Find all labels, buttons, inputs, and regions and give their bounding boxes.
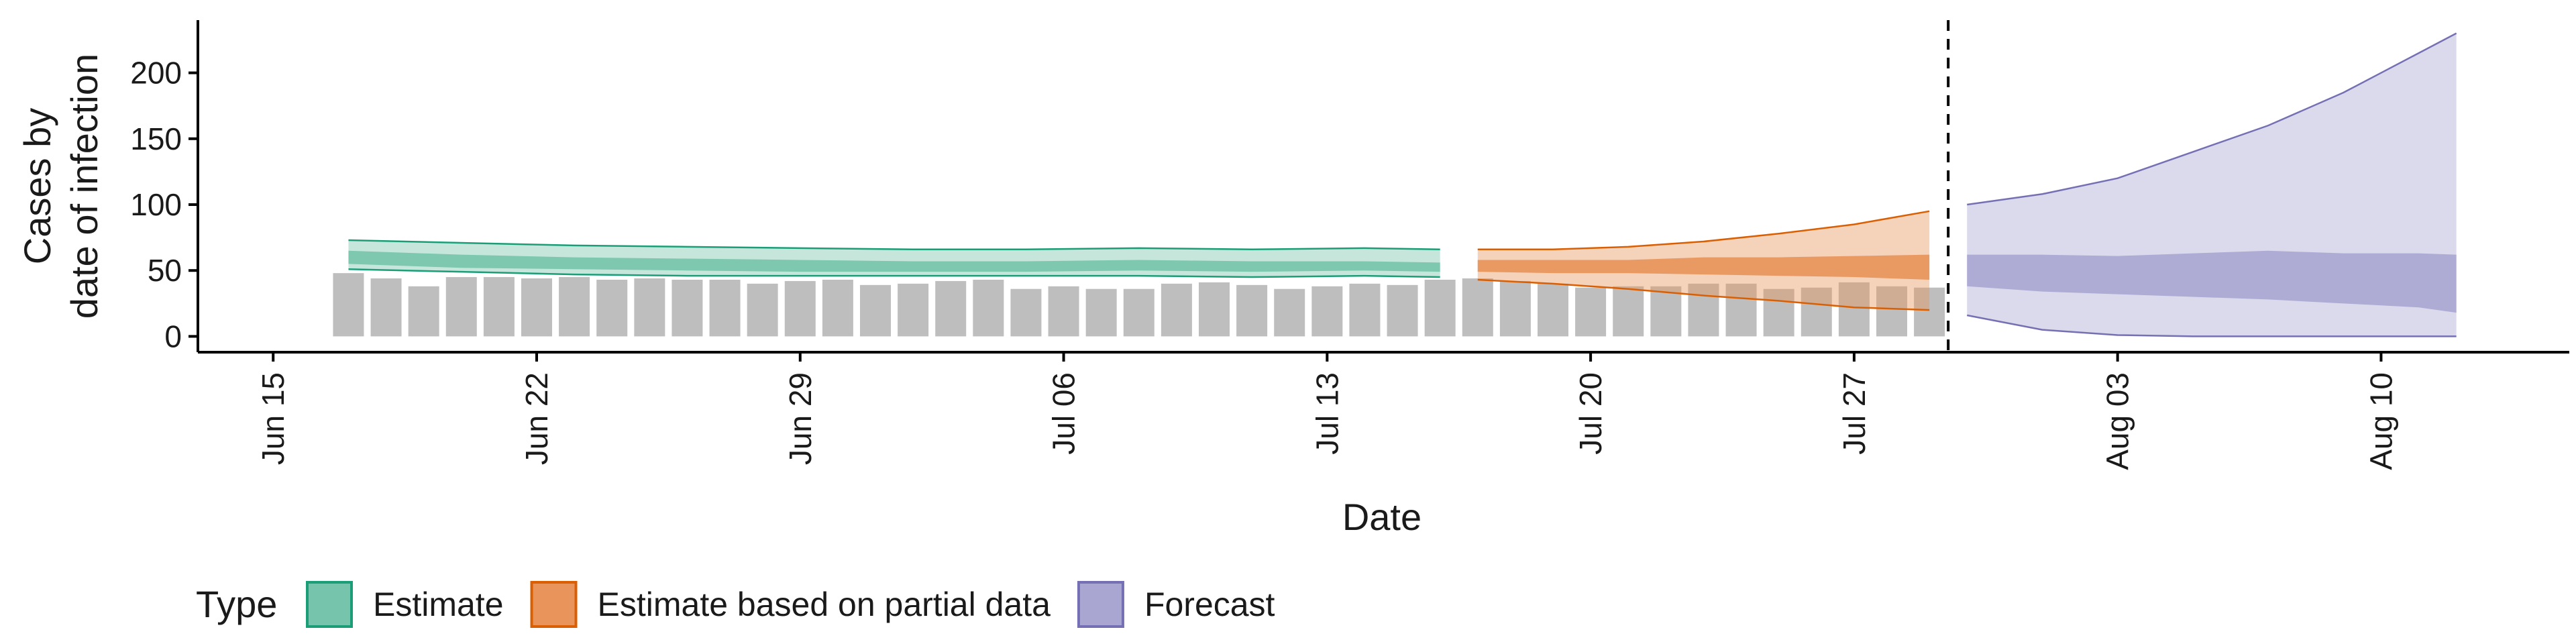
y-axis-title-line-2: date of infection — [63, 54, 105, 319]
x-tick-label: Jun 22 — [519, 372, 554, 465]
estimate-inner-band — [348, 250, 1440, 272]
bar — [634, 278, 665, 337]
bar — [1462, 278, 1493, 337]
legend-label-estimate: Estimate — [373, 586, 504, 623]
bar — [408, 286, 439, 337]
estimate-based-on-partial-data-inner-band — [1477, 254, 1930, 280]
bar — [1387, 284, 1418, 337]
legend-key-estimate — [306, 581, 353, 628]
bar — [973, 279, 1004, 337]
x-tick-label: Jul 27 — [1837, 372, 1872, 455]
bar — [898, 283, 929, 337]
x-tick-label: Jul 06 — [1046, 372, 1081, 455]
plot-area — [333, 20, 2457, 352]
bar — [1349, 283, 1381, 337]
bar — [1236, 284, 1268, 337]
estimate-based-on-partial-data-lower-edge — [1477, 278, 1930, 311]
bar — [859, 284, 892, 337]
legend-key-forecast — [1077, 581, 1124, 628]
y-tick-label: 200 — [130, 56, 182, 91]
x-axis-title: Date — [1342, 496, 1421, 538]
legend: Type Estimate Estimate based on partial d… — [196, 581, 1275, 628]
legend-label-forecast: Forecast — [1144, 586, 1275, 623]
x-tick-label: Jul 20 — [1573, 372, 1608, 455]
bar — [1763, 288, 1794, 337]
bar — [1499, 280, 1531, 337]
bar — [935, 280, 967, 337]
bar — [370, 278, 402, 337]
y-ticks: 0 50 100 150 200 — [130, 56, 198, 354]
forecast-upper-edge — [1967, 32, 2457, 206]
bar — [1914, 287, 1945, 337]
y-tick-label: 0 — [164, 319, 182, 354]
bar — [1613, 286, 1644, 337]
bar — [1198, 282, 1230, 337]
bar — [596, 279, 628, 337]
forecast-inner-band — [1967, 250, 2457, 313]
bar — [483, 277, 515, 337]
x-tick-label: Jul 13 — [1309, 372, 1344, 455]
bar — [1801, 287, 1832, 337]
bar — [784, 280, 816, 337]
bar — [1010, 288, 1042, 337]
estimate-lower-edge — [348, 268, 1440, 278]
x-tick-label: Aug 03 — [2100, 372, 2135, 470]
bar — [1650, 286, 1682, 337]
y-tick-label: 100 — [130, 187, 182, 222]
bar — [747, 283, 778, 337]
bar — [1725, 283, 1757, 337]
forecast-lower-edge — [1966, 314, 2457, 337]
bar — [1537, 283, 1569, 337]
legend-key-estimate-based-on-partial-data — [530, 581, 578, 628]
bar — [822, 279, 853, 337]
bar — [1048, 286, 1079, 337]
bar — [521, 278, 553, 337]
y-tick-label: 150 — [130, 121, 182, 156]
bar — [445, 277, 477, 337]
bar — [1123, 288, 1155, 337]
x-ticks: Jun 15 Jun 22 Jun 29 Jul 06 Jul 13 Jul 20 Jul … — [256, 352, 2398, 470]
bar — [1838, 282, 1870, 337]
bar — [1688, 283, 1719, 337]
bar — [709, 279, 741, 337]
x-tick-label: Aug 10 — [2363, 372, 2398, 470]
bar — [1575, 287, 1607, 337]
bar — [672, 279, 703, 337]
bar — [1274, 288, 1305, 337]
bar — [1085, 288, 1117, 337]
bar — [1161, 283, 1192, 337]
y-axis-title-line-1: Cases by — [16, 108, 58, 264]
estimate-based-on-partial-data-upper-edge — [1477, 210, 1930, 251]
bar — [1311, 286, 1343, 337]
legend-title: Type — [196, 583, 277, 625]
legend-items: Estimate Estimate based on partial data Fo… — [306, 581, 1275, 628]
estimate-upper-edge — [348, 239, 1440, 251]
bar — [333, 273, 364, 337]
y-tick-label: 50 — [148, 253, 182, 288]
x-tick-label: Jun 29 — [783, 372, 818, 465]
bar — [1876, 286, 1908, 337]
x-tick-label: Jun 15 — [256, 372, 290, 465]
bar — [1424, 279, 1456, 337]
bar — [559, 277, 590, 337]
legend-label-estimate-based-on-partial-data: Estimate based on partial data — [598, 586, 1051, 623]
axes — [197, 20, 2569, 354]
